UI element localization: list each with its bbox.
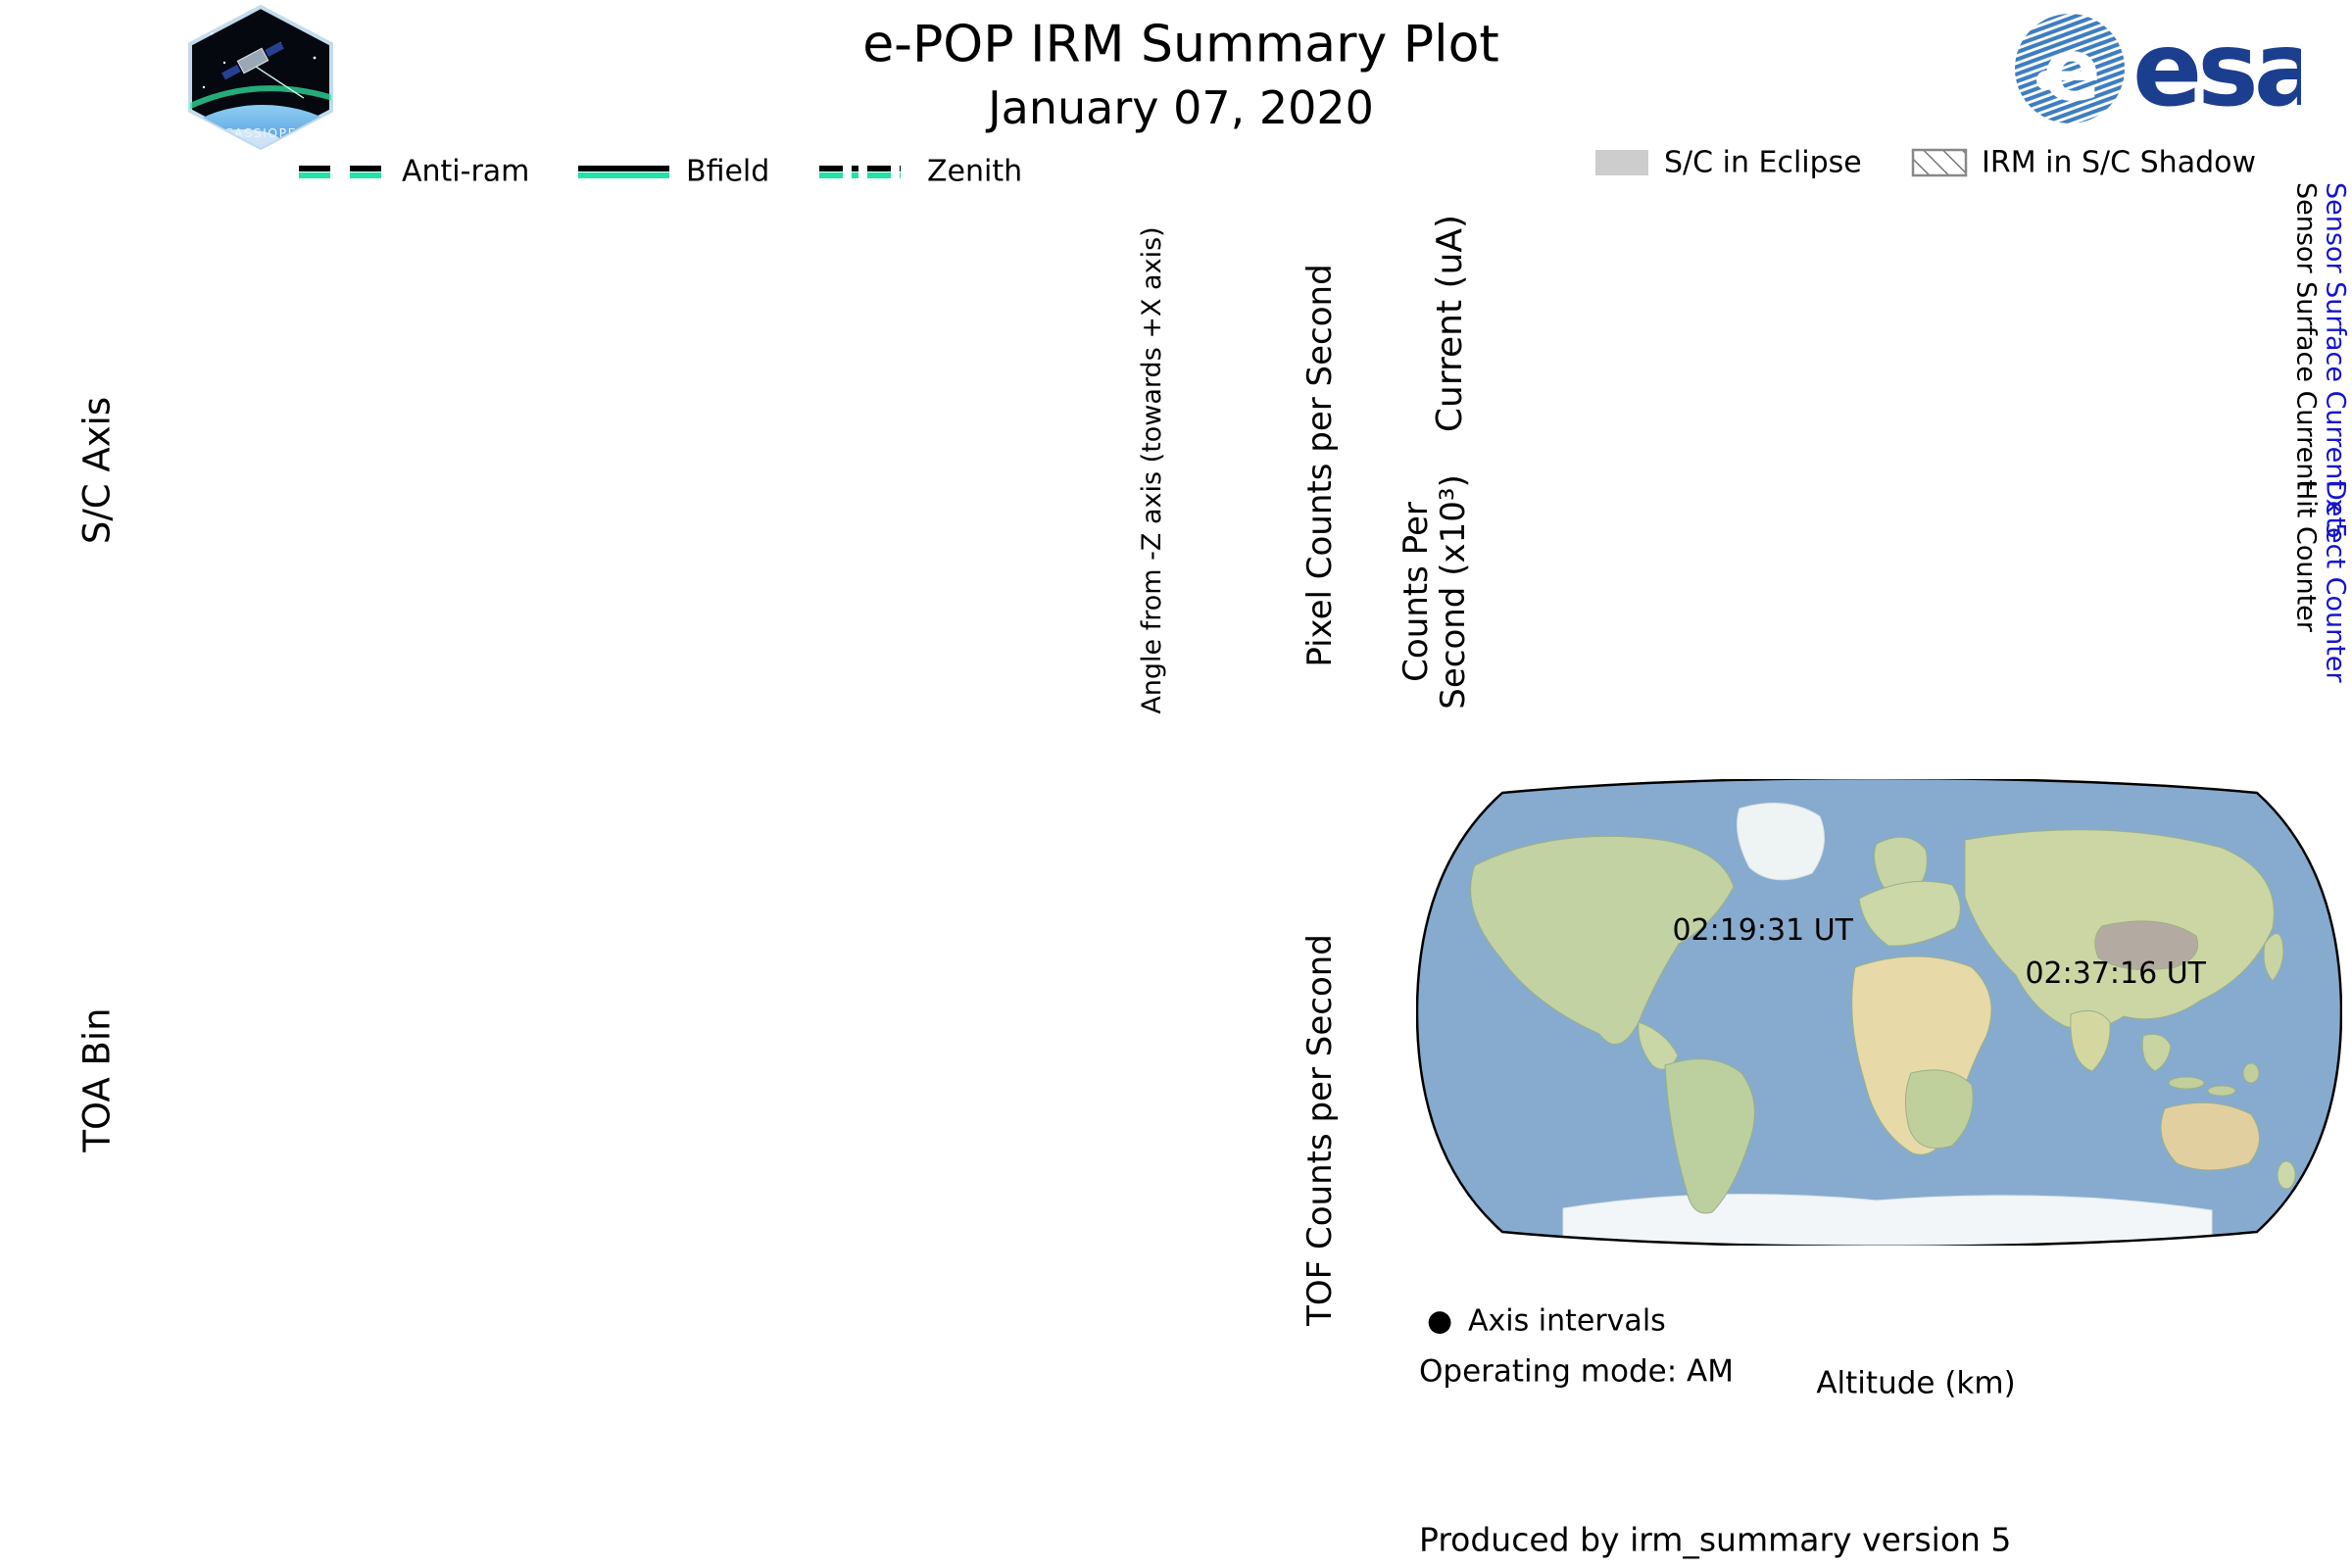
current-plot [1514, 172, 2347, 472]
direction-legend-swatches [299, 166, 901, 178]
track-end-time: 02:37:16 UT [2025, 956, 2206, 991]
legend-eclipse-label: S/C in Eclipse [1664, 145, 1862, 180]
north-america [1470, 835, 1735, 1045]
esa-wordmark: esa [2132, 10, 2301, 129]
footer-produced-by: Produced by irm_summary version 5 [1419, 1520, 2012, 1559]
counts-ylabel-line2: Second (x10³) [1434, 474, 1474, 710]
page-date: January 07, 2020 [988, 80, 1374, 134]
satellite [221, 41, 305, 99]
south-america [1664, 1058, 1755, 1214]
toa-spectrogram-canvas [243, 784, 1083, 1377]
cassiope-wordmark: CASSIOPE [224, 125, 297, 140]
antiram-swatch [299, 166, 387, 178]
new-zealand [2277, 1160, 2296, 1190]
counts-right-label-black: Hit Counter [2290, 480, 2322, 632]
indonesia-2 [2207, 1085, 2236, 1097]
legend-antiram-label: Anti-ram [402, 154, 530, 189]
esa-logo: e esa [2015, 10, 2301, 129]
japan [2263, 933, 2284, 982]
legend-zenith-label: Zenith [927, 154, 1023, 189]
axis-spectrogram-canvas [243, 186, 1083, 755]
cassiope-mission-logo: CASSIOPE [188, 4, 333, 151]
current-ylabel: Current (uA) [1430, 214, 1471, 433]
counts-ylabel-line1: Counts Per [1396, 502, 1437, 682]
esa-globe-e: e [2042, 20, 2101, 121]
indochina [2141, 1033, 2172, 1072]
page-title: e-POP IRM Summary Plot [862, 15, 1499, 74]
world-map: 02:19:31 UT 02:37:16 UT [1416, 779, 2342, 1246]
toa-spectrogram-frame [223, 764, 1102, 1396]
altitude-bar-label: Altitude (km) [1816, 1365, 2016, 1401]
counts-plot [1514, 441, 2347, 745]
current-right-label-black: Sensor Surface Current [2290, 182, 2322, 490]
track-start-time: 02:19:31 UT [1672, 913, 1853, 948]
axis-spectrogram-frame [223, 167, 1102, 774]
axis-intervals-bullet: ● [1427, 1303, 1453, 1339]
spec1-ylabel: S/C Axis [75, 396, 119, 545]
spec1-angle-axis-label: Angle from -Z axis (towards +X axis) [1136, 226, 1167, 714]
operating-mode: Operating mode: AM [1419, 1353, 1735, 1390]
bfield-swatch [578, 166, 669, 178]
philippines [2242, 1062, 2260, 1084]
eclipse-swatch [1595, 150, 1648, 175]
legend-shadow-label: IRM in S/C Shadow [1982, 145, 2257, 180]
antarctica [1562, 1194, 2213, 1246]
indonesia-1 [2168, 1076, 2205, 1090]
eclipse-legend-swatches [1595, 148, 1968, 177]
aurora-arc [190, 85, 331, 113]
toa-ylabel: TOA Bin [75, 1007, 119, 1152]
pixel-colorbar-label: Pixel Counts per Second [1300, 264, 1341, 667]
australia [2160, 1102, 2260, 1171]
altitude-colorbar [1718, 1277, 2114, 1336]
africa-south [1905, 1069, 1974, 1150]
pixel-colorbar [1187, 192, 1295, 743]
map-border [1416, 779, 2342, 1246]
legend-bfield-label: Bfield [686, 154, 770, 189]
india [2070, 1009, 2111, 1072]
zenith-swatch [819, 166, 901, 178]
continents [1470, 803, 2296, 1246]
esa-globe [2015, 14, 2125, 123]
counts-right-label-blue: Detect Counter [2320, 480, 2351, 683]
current-right-label-blue: Sensor Surface Current x 5 [2320, 182, 2351, 540]
himalaya [2094, 920, 2199, 970]
shadow-swatch [1911, 148, 1968, 177]
tof-colorbar [1187, 857, 1295, 1407]
greenland [1737, 803, 1825, 881]
europe [1858, 880, 1961, 947]
tof-colorbar-label: TOF Counts per Second [1300, 934, 1341, 1326]
axis-intervals-label: Axis intervals [1468, 1303, 1666, 1339]
